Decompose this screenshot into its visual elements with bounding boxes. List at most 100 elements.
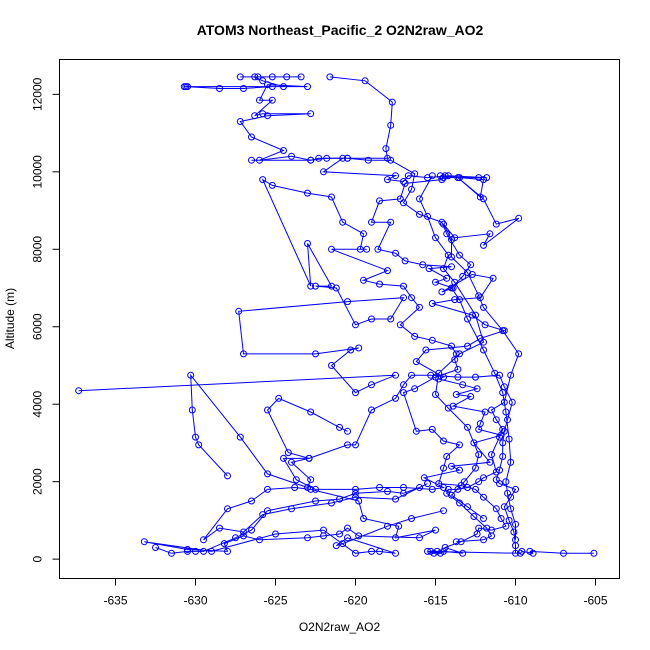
series-line: [251, 157, 506, 490]
data-point: [254, 73, 262, 81]
data-point: [400, 389, 407, 397]
data-point: [259, 511, 267, 519]
data-point: [438, 176, 446, 184]
data-point: [368, 406, 375, 414]
data-point: [419, 261, 427, 269]
data-point: [440, 464, 447, 472]
data-point: [436, 172, 444, 180]
data-point: [336, 530, 343, 538]
data-point: [504, 489, 511, 497]
data-point: [496, 433, 503, 441]
data-point: [483, 524, 491, 532]
data-point: [443, 274, 451, 282]
data-point: [480, 474, 487, 482]
data-point: [507, 458, 515, 466]
data-point: [328, 499, 335, 507]
data-point: [412, 427, 420, 435]
data-point: [467, 261, 475, 269]
data-point: [428, 336, 436, 344]
data-point: [264, 81, 271, 89]
data-point: [315, 154, 323, 162]
data-point: [464, 423, 471, 431]
data-point: [251, 73, 259, 81]
data-point: [368, 547, 375, 555]
data-point: [505, 435, 513, 443]
data-point: [443, 489, 451, 497]
data-point: [395, 522, 403, 530]
data-point: [339, 218, 347, 226]
data-point: [291, 484, 299, 491]
data-point: [400, 294, 407, 302]
data-point: [355, 344, 363, 352]
data-point: [502, 408, 510, 416]
data-point: [480, 338, 487, 346]
data-point: [499, 439, 507, 447]
data-point: [432, 234, 439, 242]
data-point: [140, 538, 148, 546]
data-point: [443, 453, 451, 460]
data-point: [392, 371, 399, 379]
data-point: [360, 276, 367, 284]
data-point: [355, 532, 363, 540]
data-point: [376, 197, 383, 205]
data-point: [236, 433, 244, 441]
data-point: [216, 85, 223, 92]
series-line: [184, 76, 393, 161]
data-point: [454, 174, 462, 182]
data-point: [454, 373, 462, 381]
data-point: [184, 546, 191, 553]
data-point: [422, 346, 430, 354]
data-point: [168, 549, 175, 557]
data-point: [305, 454, 313, 462]
data-point: [448, 462, 455, 470]
data-point: [401, 179, 409, 187]
data-point: [280, 147, 287, 154]
data-point: [268, 83, 276, 91]
data-point: [352, 485, 359, 493]
data-point: [435, 480, 443, 488]
data-point: [492, 505, 500, 513]
data-point: [344, 534, 351, 542]
data-point: [387, 315, 395, 323]
data-point: [432, 526, 439, 534]
data-point: [438, 218, 446, 226]
y-axis-label: Altitude (m): [3, 288, 17, 349]
data-point: [440, 265, 447, 273]
data-point: [512, 520, 519, 528]
data-point: [456, 441, 463, 449]
data-point: [512, 485, 519, 493]
data-point: [480, 515, 487, 522]
data-point: [344, 427, 351, 435]
data-point: [251, 112, 259, 120]
data-point: [510, 528, 518, 536]
data-point: [344, 524, 351, 532]
data-point: [448, 263, 455, 271]
data-point: [392, 495, 399, 503]
data-point: [280, 454, 287, 462]
data-point: [526, 547, 534, 555]
data-point: [472, 485, 479, 493]
data-point: [473, 530, 481, 538]
data-point: [497, 515, 505, 522]
data-point: [248, 497, 255, 505]
series-line: [78, 178, 594, 554]
y-tick-label: 8000: [31, 236, 45, 263]
data-point: [339, 540, 347, 548]
data-point: [502, 478, 510, 486]
plot-area: [75, 73, 598, 557]
data-point: [363, 245, 371, 253]
data-point: [392, 172, 399, 180]
data-point: [590, 549, 598, 557]
data-point: [408, 371, 415, 379]
data-point: [384, 522, 391, 530]
data-point: [416, 484, 423, 491]
data-point: [208, 547, 215, 555]
data-point: [355, 497, 363, 505]
data-point: [248, 526, 255, 534]
data-point: [307, 476, 315, 484]
data-point: [424, 480, 431, 488]
data-point: [259, 77, 267, 85]
y-axis: 0 2000 4000 6000 8000 10000 12000: [31, 77, 60, 562]
data-point: [328, 193, 335, 201]
data-point: [361, 77, 369, 85]
